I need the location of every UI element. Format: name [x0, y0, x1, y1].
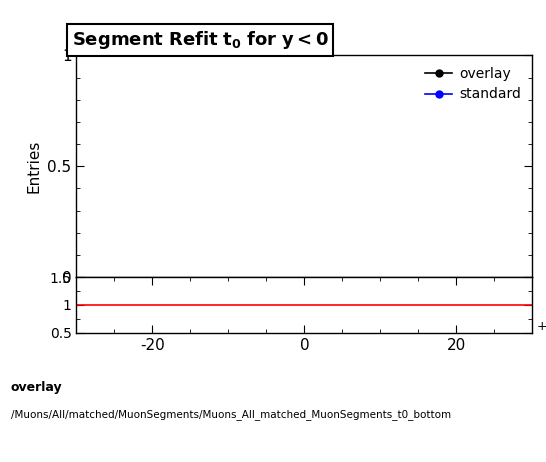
Text: overlay: overlay: [11, 381, 63, 394]
Text: $\mathbf{Segment\ Refit\ t_0\ for\ y<0}$: $\mathbf{Segment\ Refit\ t_0\ for\ y<0}$: [72, 29, 329, 51]
Y-axis label: Entries: Entries: [27, 140, 42, 193]
Legend: overlay, standard: overlay, standard: [420, 62, 525, 106]
Text: +: +: [537, 320, 546, 333]
Text: /Muons/All/matched/MuonSegments/Muons_All_matched_MuonSegments_t0_bottom: /Muons/All/matched/MuonSegments/Muons_Al…: [11, 409, 451, 420]
